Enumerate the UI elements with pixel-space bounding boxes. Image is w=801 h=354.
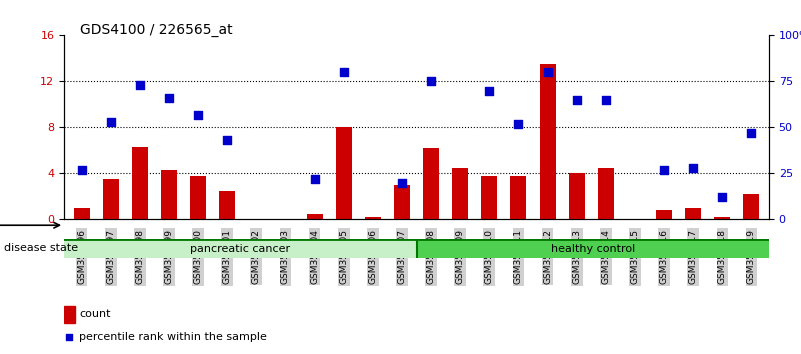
Point (745, 130, 758, 136)
Bar (103, 179, 119, 219)
Bar (656, 210, 672, 219)
Text: healthy control: healthy control (550, 244, 635, 254)
Point (686, 165, 699, 171)
Text: pancreatic cancer: pancreatic cancer (190, 244, 290, 254)
Point (658, 167, 670, 173)
Bar (64, 306, 74, 323)
Bar (743, 194, 759, 219)
Point (570, 97, 583, 103)
Bar (161, 170, 177, 219)
Bar (598, 168, 614, 219)
Point (512, 121, 525, 127)
Point (599, 97, 612, 103)
Bar (74, 208, 90, 219)
Bar (336, 127, 352, 219)
Point (483, 88, 496, 93)
Point (308, 176, 321, 182)
Point (104, 119, 117, 125)
Text: GDS4100 / 226565_at: GDS4100 / 226565_at (80, 23, 233, 37)
Bar (64, 239, 417, 258)
Bar (685, 208, 701, 219)
Point (134, 82, 147, 88)
Point (396, 180, 409, 185)
Bar (510, 176, 526, 219)
Bar (190, 176, 206, 219)
Bar (394, 185, 410, 219)
Bar (132, 147, 148, 219)
Bar (540, 64, 556, 219)
Bar (219, 191, 235, 219)
Point (346, 229, 359, 235)
Point (541, 69, 554, 75)
Bar (714, 217, 731, 219)
Text: count: count (79, 309, 111, 319)
Point (191, 112, 204, 118)
Point (221, 137, 234, 143)
Bar (417, 239, 769, 258)
Bar (423, 148, 439, 219)
Point (163, 95, 175, 101)
Bar (481, 176, 497, 219)
Point (75, 167, 88, 173)
Point (337, 69, 350, 75)
Point (425, 79, 437, 84)
Bar (453, 168, 469, 219)
Point (716, 195, 729, 200)
Text: percentile rank within the sample: percentile rank within the sample (79, 332, 268, 342)
Text: disease state: disease state (4, 243, 78, 253)
Bar (569, 173, 585, 219)
Bar (364, 217, 380, 219)
Bar (307, 214, 323, 219)
